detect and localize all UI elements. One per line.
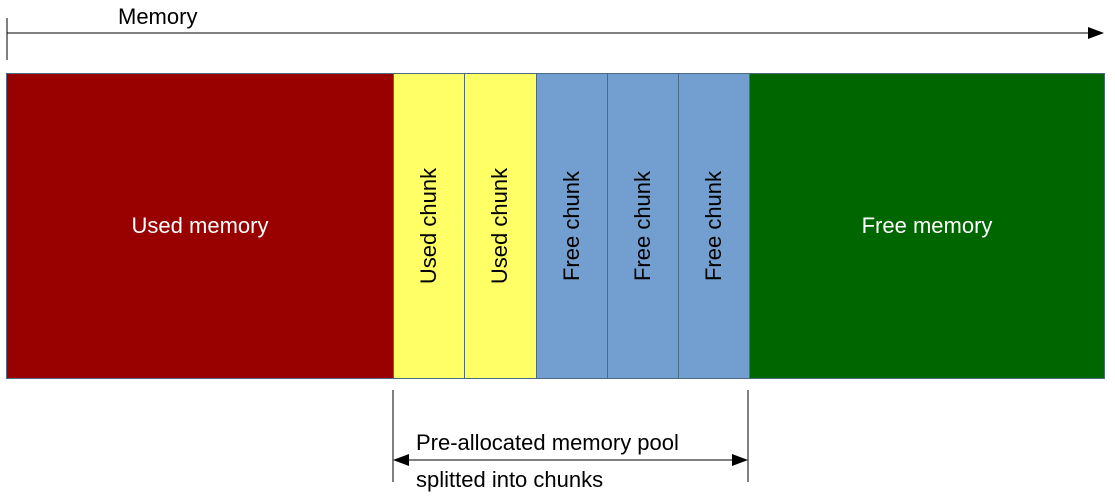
axis-arrowhead: [1088, 27, 1104, 39]
used-chunk-block: Used chunk: [464, 74, 536, 378]
pool-right-arrowhead: [732, 454, 748, 466]
free-chunk-block: Free chunk: [536, 74, 607, 378]
free-chunk-block: Free chunk: [678, 74, 749, 378]
free-memory-label: Free memory: [861, 213, 993, 238]
memory-axis-label: Memory: [118, 4, 198, 29]
used-memory-block: Used memory: [7, 74, 393, 378]
used-memory-label: Used memory: [131, 213, 269, 238]
free-memory-block: Free memory: [749, 74, 1104, 378]
pool-label-line-1: Pre-allocated memory pool: [416, 430, 679, 455]
pool-left-arrowhead: [393, 454, 409, 466]
memory-bar: Used memory Used chunk Used chunk Free c…: [6, 73, 1105, 379]
memory-axis-arrow: [6, 18, 1104, 60]
free-chunk-block: Free chunk: [607, 74, 678, 378]
used-chunk-block: Used chunk: [393, 74, 464, 378]
pool-label-line-2: splitted into chunks: [416, 467, 604, 492]
